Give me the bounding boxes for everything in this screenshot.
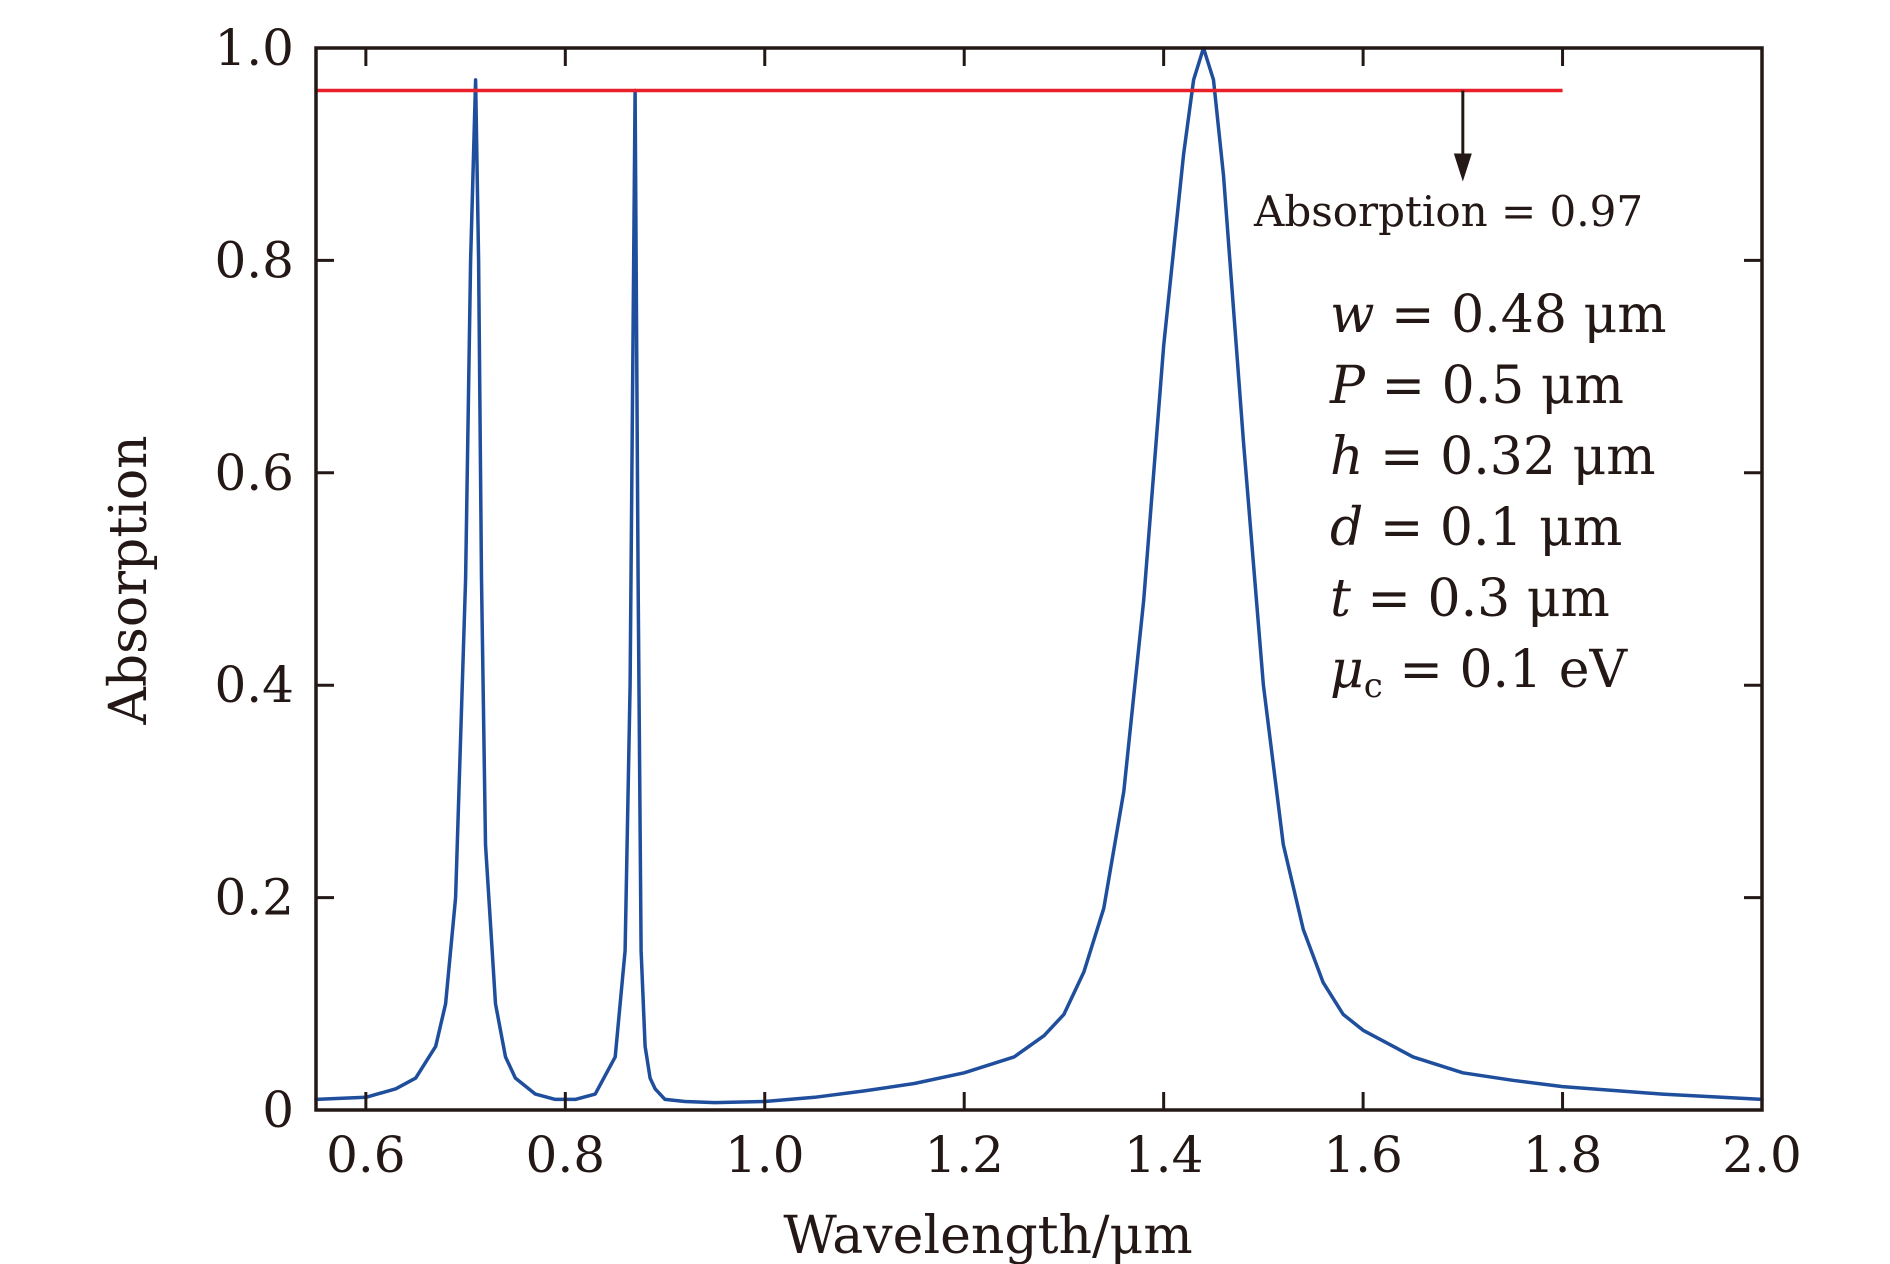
x-tick-label: 1.2 bbox=[924, 1126, 1004, 1184]
plot-frame bbox=[314, 46, 1764, 1112]
y-tick-label: 0.4 bbox=[214, 656, 294, 714]
x-tick-label: 1.4 bbox=[1124, 1126, 1204, 1184]
y-tick-labels: 0 0.2 0.4 0.6 0.8 1.0 bbox=[214, 19, 294, 1139]
absorption-annotation: Absorption = 0.97 bbox=[1253, 187, 1643, 236]
parameter-line: P = 0.5 μm bbox=[1329, 356, 1624, 416]
arrow-head bbox=[1453, 153, 1472, 182]
parameter-line: d = 0.1 μm bbox=[1330, 498, 1622, 558]
x-tick-label: 1.6 bbox=[1323, 1126, 1403, 1184]
parameter-line: μc = 0.1 eV bbox=[1330, 640, 1628, 706]
parameter-list: w = 0.48 μm P = 0.5 μm h = 0.32 μm d = 0.1 … bbox=[1329, 285, 1667, 706]
parameter-line: h = 0.32 μm bbox=[1330, 427, 1656, 487]
parameter-line: w = 0.48 μm bbox=[1330, 285, 1667, 345]
plot-marks bbox=[314, 46, 1764, 1105]
y-tick-label: 0 bbox=[262, 1081, 294, 1139]
x-tick-label: 1.0 bbox=[725, 1126, 805, 1184]
y-tick-label: 0.8 bbox=[214, 231, 294, 289]
x-tick-label: 0.6 bbox=[326, 1126, 406, 1184]
axis-ticks bbox=[316, 46, 1764, 1112]
x-tick-labels: 0.6 0.8 1.0 1.2 1.4 1.6 1.8 2.0 bbox=[326, 1126, 1802, 1184]
y-tick-label: 1.0 bbox=[214, 19, 294, 77]
x-tick-label: 2.0 bbox=[1722, 1126, 1802, 1184]
x-tick-label: 0.8 bbox=[526, 1126, 606, 1184]
y-tick-label: 0.6 bbox=[214, 444, 294, 502]
x-tick-label: 1.8 bbox=[1523, 1126, 1603, 1184]
y-axis-title: Absorption bbox=[99, 435, 159, 725]
x-axis-title: Wavelength/μm bbox=[783, 1206, 1192, 1264]
parameter-line: t = 0.3 μm bbox=[1330, 569, 1610, 629]
absorption-series-line bbox=[314, 46, 1764, 1105]
y-tick-label: 0.2 bbox=[214, 869, 294, 927]
